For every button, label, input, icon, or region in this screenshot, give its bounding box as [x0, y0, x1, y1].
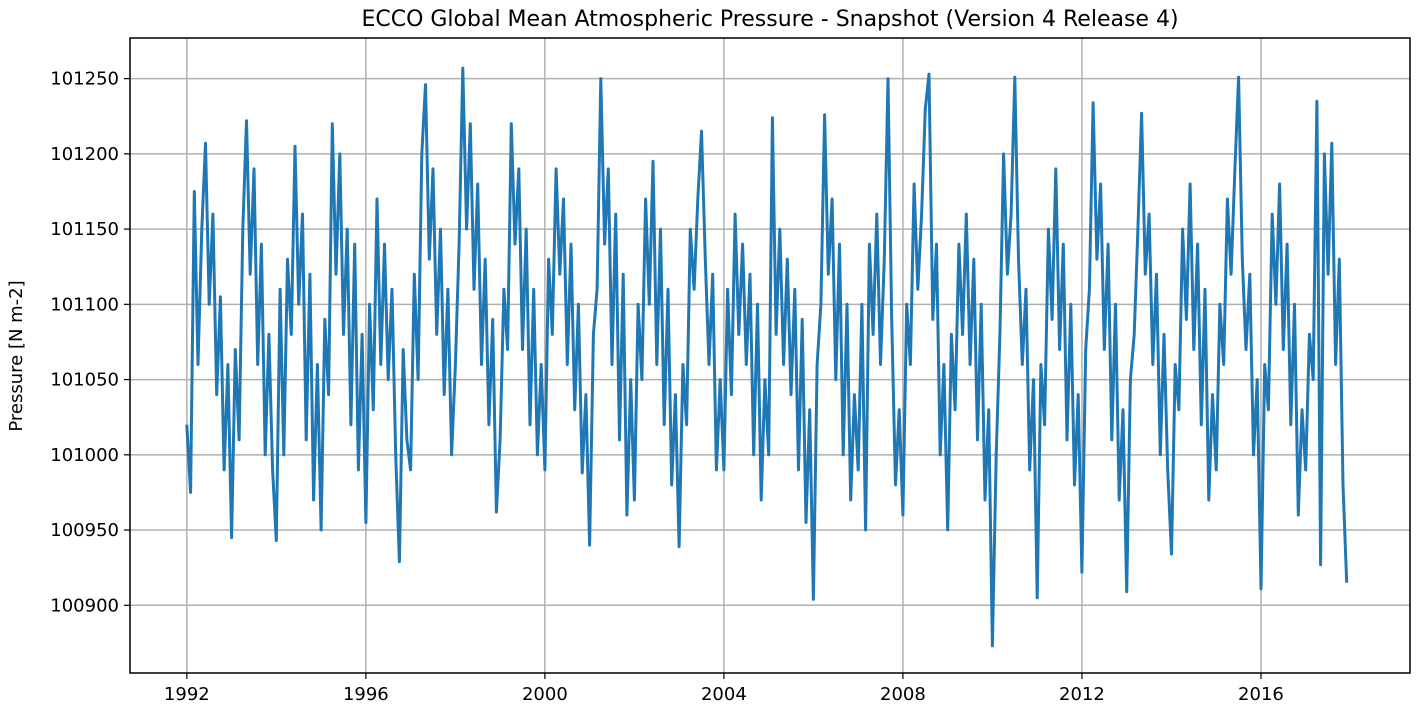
chart-title: ECCO Global Mean Atmospheric Pressure - …	[361, 7, 1178, 32]
y-tick-label: 100950	[50, 520, 119, 541]
x-tick-label: 2004	[701, 684, 747, 705]
x-tick-label: 2016	[1238, 684, 1284, 705]
plot-frame	[129, 37, 1411, 674]
x-tick-label: 2000	[522, 684, 568, 705]
pressure-line	[185, 66, 1349, 648]
x-tick-label: 1992	[164, 684, 210, 705]
y-tick-label: 100900	[50, 595, 119, 616]
y-tick-label: 101000	[50, 445, 119, 466]
y-tick-label: 101150	[50, 219, 119, 240]
y-tick-label: 101200	[50, 144, 119, 165]
y-tick-label: 101250	[50, 69, 119, 90]
y-axis-label: Pressure [N m-2]	[6, 280, 27, 431]
series	[185, 66, 1349, 648]
x-tick-label: 1996	[343, 684, 389, 705]
x-tick-label: 2008	[880, 684, 926, 705]
ticks: 1992 1996 2000 2004 2008 2012 2016 100900 100950…	[50, 69, 1284, 705]
y-tick-label: 101100	[50, 294, 119, 315]
x-tick-label: 2012	[1059, 684, 1105, 705]
y-tick-label: 101050	[50, 370, 119, 391]
